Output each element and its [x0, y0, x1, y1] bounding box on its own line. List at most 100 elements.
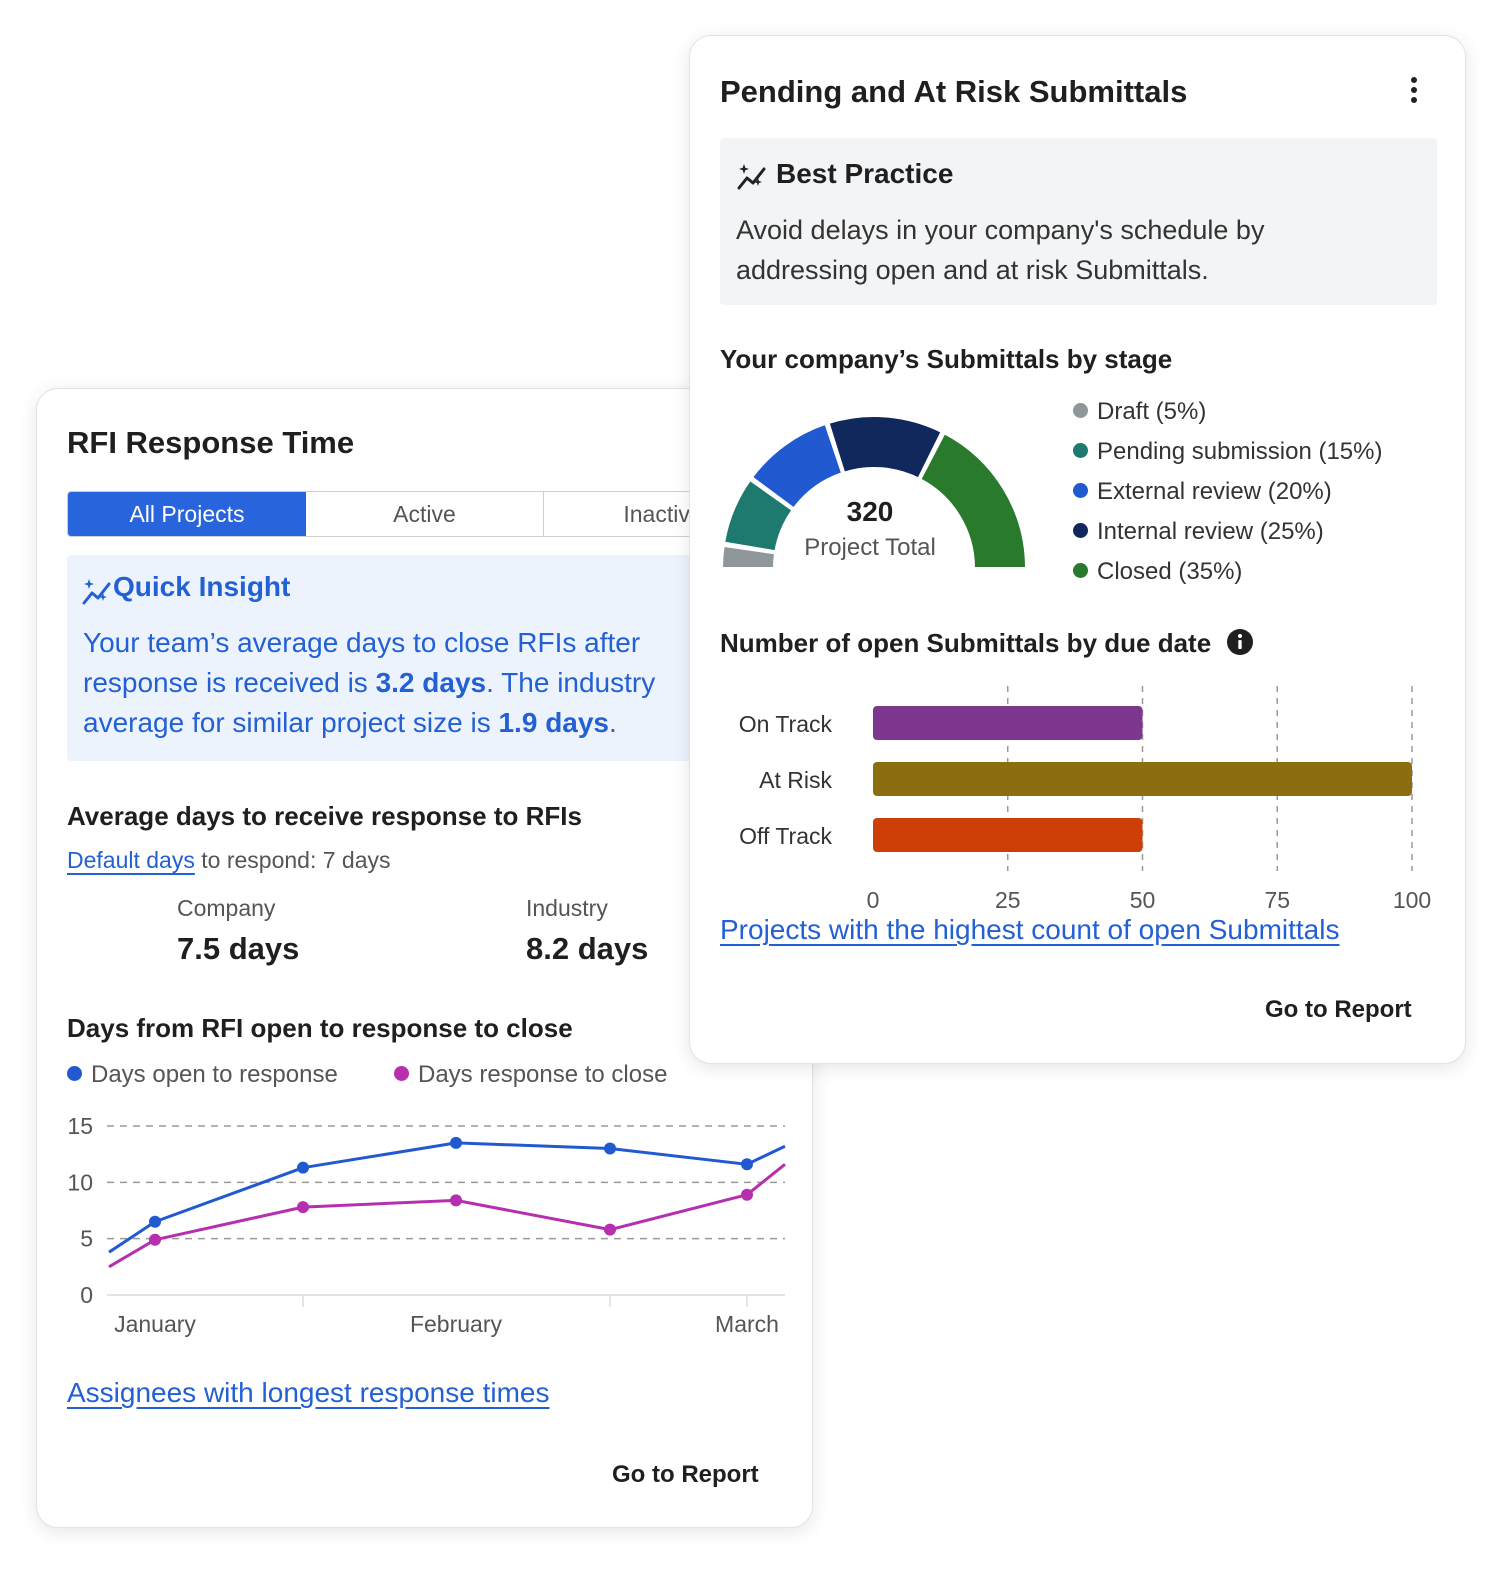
legend-dot — [1073, 523, 1088, 539]
donut-center-value: 320 — [846, 496, 894, 527]
donut-slice-4 — [919, 432, 1027, 569]
line-point — [604, 1223, 616, 1236]
line-point — [450, 1136, 462, 1149]
insight-line-2: response is received is 3.2 days. The in… — [83, 667, 656, 698]
legend-dot — [1073, 563, 1088, 579]
bar-x-tick: 50 — [1130, 887, 1156, 913]
line-legend-1: Days open to response — [67, 1061, 338, 1089]
info-icon[interactable] — [1226, 628, 1254, 656]
submittals-card-title: Pending and At Risk Submittals — [720, 74, 1188, 109]
bar-x-ticks: 0 25 50 75 100 — [867, 887, 1432, 913]
open-submittals-bar-chart: On Track At Risk Off Track 0 25 50 75 100 — [739, 686, 1432, 913]
project-filter-tabs: All Projects Active Inactive — [67, 491, 817, 537]
best-practice-line-2: addressing open and at risk Submittals. — [736, 255, 1209, 285]
line-legend-2: Days response to close — [394, 1061, 667, 1089]
bar-chart-title-text: Number of open Submittals by due date — [720, 628, 1212, 658]
bar-off-track — [873, 818, 1143, 852]
default-days-link[interactable]: Default days — [67, 847, 195, 873]
line-point — [297, 1201, 309, 1214]
line-x-label: March — [715, 1311, 779, 1337]
bar-x-tick: 0 — [867, 887, 880, 913]
sparkle-chart-icon — [737, 164, 766, 190]
submittals-stage-donut-chart — [721, 415, 1027, 569]
line-y-tick: 0 — [80, 1282, 93, 1308]
legend-dot — [1073, 403, 1088, 419]
bar-category-label: On Track — [739, 711, 833, 737]
bar-x-tick: 25 — [995, 887, 1021, 913]
line-x-label: February — [410, 1311, 503, 1337]
line-series-1 — [108, 1163, 786, 1269]
rfi-go-to-report-button[interactable]: Go to Report — [612, 1461, 759, 1488]
line-point — [604, 1142, 616, 1155]
tab-all-projects[interactable]: All Projects — [68, 492, 306, 536]
line-x-label: January — [114, 1311, 196, 1337]
bar-at-risk — [873, 762, 1412, 796]
legend-dot — [1073, 443, 1088, 459]
industry-label: Industry — [526, 895, 608, 921]
legend-label-response-to-close: Days response to close — [418, 1061, 668, 1088]
rfi-response-time-card: RFI Response Time All Projects Active In… — [36, 388, 817, 1528]
company-value: 7.5 days — [177, 931, 300, 966]
insight-line-3: average for similar project size is 1.9 … — [83, 707, 617, 738]
avg-days-title: Average days to receive response to RFIs — [67, 801, 582, 831]
donut-legend-item-0: Draft (5%) — [1073, 398, 1206, 426]
line-series-0 — [108, 1141, 786, 1254]
line-point — [450, 1194, 462, 1207]
donut-center-label: Project Total — [804, 534, 936, 561]
bar-x-tick: 75 — [1264, 887, 1290, 913]
legend-dot-response-to-close — [394, 1066, 409, 1082]
best-practice-panel: Best Practice Avoid delays in your compa… — [720, 138, 1437, 305]
quick-insight-title: Quick Insight — [113, 571, 291, 602]
line-y-tick: 10 — [67, 1169, 93, 1195]
donut-slice-0 — [721, 544, 777, 569]
legend-label: Internal review (25%) — [1097, 518, 1324, 545]
stage-chart-title: Your company’s Submittals by stage — [720, 344, 1173, 374]
line-point — [149, 1215, 161, 1228]
best-practice-line-1: Avoid delays in your company's schedule … — [736, 215, 1265, 245]
bar-chart-title: Number of open Submittals by due date — [720, 628, 1254, 659]
industry-value: 8.2 days — [526, 931, 649, 966]
line-point — [741, 1158, 753, 1171]
rfi-line-chart: 0 5 10 15 January February March — [67, 1113, 786, 1337]
legend-label: Draft (5%) — [1097, 398, 1207, 425]
donut-slice-2 — [751, 422, 844, 510]
bar-x-tick: 100 — [1393, 887, 1431, 913]
donut-slice-3 — [827, 415, 943, 480]
donut-legend-item-1: Pending submission (15%) — [1073, 438, 1382, 466]
more-vertical-icon[interactable] — [1400, 76, 1428, 106]
bar-category-label: Off Track — [739, 823, 832, 849]
best-practice-title: Best Practice — [776, 158, 954, 189]
donut-legend-item-2: External review (20%) — [1073, 478, 1332, 506]
default-days-row: Default days to respond: 7 days — [67, 847, 390, 874]
pending-at-risk-submittals-card: Pending and At Risk Submittals Best Prac… — [689, 35, 1466, 1064]
assignees-longest-response-link[interactable]: Assignees with longest response times — [67, 1377, 550, 1408]
default-days-suffix: to respond: 7 days — [194, 847, 391, 873]
projects-highest-open-submittals-link[interactable]: Projects with the highest count of open … — [720, 914, 1340, 945]
assignees-link-row: Assignees with longest response times — [67, 1377, 549, 1409]
bar-on-track — [873, 706, 1143, 740]
line-point — [741, 1188, 753, 1201]
legend-dot — [1073, 483, 1088, 499]
donut-legend-item-3: Internal review (25%) — [1073, 518, 1324, 546]
legend-label: Pending submission (15%) — [1097, 438, 1383, 465]
quick-insight-text: Your team’s average days to close RFIs a… — [83, 623, 783, 743]
donut-slice-1 — [723, 479, 794, 553]
legend-label: Closed (35%) — [1097, 558, 1243, 585]
legend-label-open-to-response: Days open to response — [91, 1061, 338, 1088]
sparkle-chart-icon — [82, 579, 111, 605]
donut-legend-item-4: Closed (35%) — [1073, 558, 1242, 586]
line-chart-title: Days from RFI open to response to close — [67, 1013, 573, 1043]
bar-category-label: At Risk — [759, 767, 832, 793]
insight-line-1: Your team’s average days to close RFIs a… — [83, 627, 641, 658]
legend-dot-open-to-response — [67, 1066, 82, 1082]
tab-active[interactable]: Active — [306, 492, 544, 536]
rfi-card-title: RFI Response Time — [67, 425, 355, 460]
submittals-go-to-report-button[interactable]: Go to Report — [1265, 996, 1412, 1023]
quick-insight-panel: Quick Insight Your team’s average days t… — [67, 555, 787, 761]
legend-label: External review (20%) — [1097, 478, 1332, 505]
line-point — [297, 1161, 309, 1174]
best-practice-text: Avoid delays in your company's schedule … — [736, 210, 1264, 290]
line-y-tick: 15 — [67, 1113, 93, 1139]
projects-link-row: Projects with the highest count of open … — [720, 914, 1339, 946]
line-y-tick: 5 — [80, 1226, 93, 1252]
